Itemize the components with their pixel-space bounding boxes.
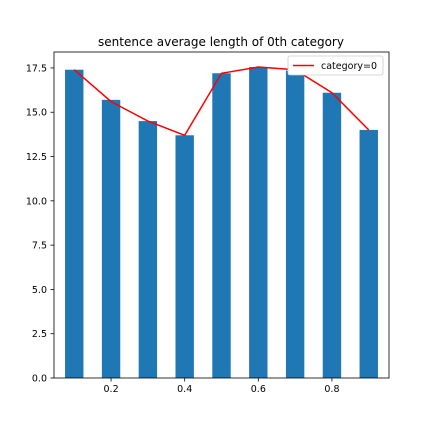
legend-box bbox=[287, 55, 384, 76]
chart-title: sentence average length of 0th category bbox=[98, 35, 344, 49]
bar-1 bbox=[65, 69, 84, 378]
x-tick-label: 0.2 bbox=[104, 384, 119, 395]
line-series-group bbox=[73, 66, 370, 137]
y-tick-label: 5.0 bbox=[32, 285, 47, 296]
bar-2 bbox=[101, 99, 121, 378]
legend: category=0 bbox=[287, 55, 384, 76]
bar-5 bbox=[212, 73, 231, 379]
y-tick-label: 2.5 bbox=[32, 329, 47, 340]
y-tick-label: 12.5 bbox=[26, 152, 47, 163]
bar-7 bbox=[285, 70, 305, 378]
y-tick-label: 15.0 bbox=[26, 108, 47, 119]
legend-label: category=0 bbox=[321, 61, 377, 72]
bar-9 bbox=[359, 129, 378, 378]
axes-group: 0.2 0.4 0.6 0.8 0.0 2.5 5.0 7.5 10.0 12.5 15.0 17.5 bbox=[26, 51, 390, 395]
bar-8 bbox=[322, 92, 342, 378]
x-tick-label: 0.4 bbox=[177, 384, 192, 395]
x-tick-label: 0.6 bbox=[251, 384, 266, 395]
plot-frame bbox=[53, 51, 390, 379]
y-tick-label: 10.0 bbox=[26, 196, 47, 207]
bar-4 bbox=[175, 135, 194, 378]
y-tick-label: 7.5 bbox=[32, 241, 47, 252]
y-tick-label: 0.0 bbox=[32, 374, 47, 385]
bar-3 bbox=[138, 121, 158, 378]
series-line-category-0 bbox=[73, 66, 370, 137]
y-tick-label: 17.5 bbox=[26, 63, 47, 74]
bars-group bbox=[65, 67, 378, 379]
x-tick-label: 0.8 bbox=[324, 384, 339, 395]
bar-6 bbox=[249, 67, 268, 378]
